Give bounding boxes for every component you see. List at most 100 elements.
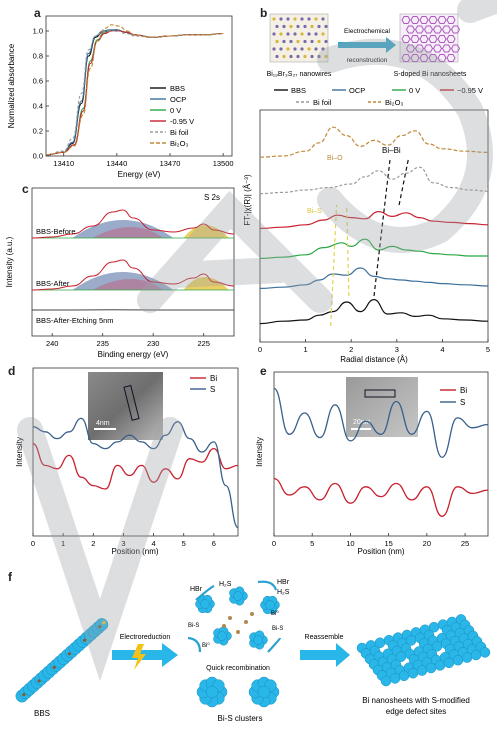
x-tick-label: 225 bbox=[197, 339, 210, 348]
atom bbox=[300, 32, 303, 35]
exafs-chart: Electrochemical reconstruction Bi₁₉Br₃S₂… bbox=[240, 0, 497, 370]
atom bbox=[324, 40, 327, 43]
curved-arrow bbox=[268, 638, 280, 652]
series-line bbox=[260, 268, 488, 288]
x-tick-label: 1 bbox=[304, 345, 308, 354]
bi-nanosheet-illustration bbox=[357, 614, 490, 686]
h2s-label: H₂S bbox=[219, 581, 232, 588]
reassemble-label: Reassemble bbox=[305, 634, 344, 641]
y-axis-label: Intensity bbox=[15, 437, 24, 467]
atom bbox=[303, 40, 306, 43]
atom bbox=[408, 668, 418, 678]
hbr-label: HBr bbox=[277, 579, 290, 586]
trace-label-after: BBS-After bbox=[36, 279, 70, 288]
atom bbox=[321, 17, 324, 20]
atom bbox=[254, 636, 263, 645]
bi-s-label: Bi-S bbox=[188, 623, 199, 629]
x-tick-label: 3 bbox=[395, 345, 399, 354]
arrow-text-1: Electrochemical bbox=[344, 28, 390, 35]
curved-arrow bbox=[188, 638, 200, 652]
atom bbox=[293, 32, 296, 35]
series-line bbox=[260, 167, 488, 193]
legend-label: OCP bbox=[349, 86, 365, 95]
x-tick-label: 13410 bbox=[53, 159, 74, 168]
atom bbox=[279, 47, 282, 50]
clusters-label: Bi-S clusters bbox=[218, 714, 263, 723]
atom bbox=[303, 55, 306, 58]
free-atom bbox=[250, 612, 254, 616]
legend-label: Bi bbox=[460, 386, 467, 395]
series-line bbox=[46, 30, 223, 155]
y-tick-label: 0.2 bbox=[33, 127, 43, 136]
dopant bbox=[98, 625, 101, 628]
mechanism-scheme: BBS Electroreduction HBr H₂S HBr H₂S Bi-… bbox=[0, 560, 497, 726]
atom bbox=[426, 663, 436, 673]
legend-label: 0 V bbox=[409, 86, 420, 95]
free-atom bbox=[244, 620, 248, 624]
legend-label: S bbox=[210, 385, 215, 394]
nanosheet-label-2: edge defect sites bbox=[386, 707, 446, 716]
atom bbox=[293, 17, 296, 20]
x-tick-label: 20 bbox=[423, 539, 431, 548]
atom bbox=[314, 32, 317, 35]
series-line bbox=[274, 479, 488, 517]
atom bbox=[272, 47, 275, 50]
dopant bbox=[102, 621, 106, 625]
atom bbox=[282, 55, 285, 58]
series-line bbox=[33, 444, 238, 489]
atom bbox=[286, 17, 289, 20]
y-tick-label: 0.0 bbox=[33, 152, 43, 161]
x-axis-label: Binding energy (eV) bbox=[98, 350, 169, 359]
atom bbox=[314, 17, 317, 20]
electroreduction-label: Electroreduction bbox=[120, 634, 171, 641]
atom bbox=[381, 676, 391, 686]
atom bbox=[453, 655, 463, 665]
x-tick-label: 2 bbox=[349, 345, 353, 354]
x-tick-label: 10 bbox=[346, 539, 354, 548]
atom bbox=[275, 25, 278, 28]
atom bbox=[279, 32, 282, 35]
series-line bbox=[46, 30, 223, 155]
x-tick-label: 13500 bbox=[213, 159, 234, 168]
y-tick-label: 0.6 bbox=[33, 77, 43, 86]
guide-line bbox=[374, 160, 390, 296]
atom bbox=[317, 40, 320, 43]
h2s-label: H₂S bbox=[277, 589, 290, 596]
electroreduction-arrow bbox=[112, 643, 178, 670]
atom bbox=[300, 17, 303, 20]
trace-label-etching: BBS-After-Etching 5nm bbox=[36, 316, 114, 325]
legend-label: −0.95 V bbox=[457, 86, 483, 95]
panel-label: c bbox=[22, 182, 29, 196]
x-tick-label: 1 bbox=[61, 539, 65, 548]
series-line bbox=[260, 212, 488, 229]
atom bbox=[307, 32, 310, 35]
x-tick-label: 5 bbox=[486, 345, 490, 354]
atom bbox=[317, 55, 320, 58]
nanowire-structure-image bbox=[270, 14, 328, 62]
atom bbox=[321, 47, 324, 50]
atom bbox=[279, 17, 282, 20]
x-tick-label: 0 bbox=[272, 539, 276, 548]
legend-label: Bi foil bbox=[313, 98, 332, 107]
atom bbox=[266, 601, 275, 610]
series-line bbox=[46, 31, 223, 155]
legend-label: BBS bbox=[170, 84, 185, 93]
y-axis-label: Intensity (a.u.) bbox=[5, 236, 14, 287]
atom bbox=[289, 40, 292, 43]
panel-b: b Electrochemical reconstruction Bi₁₉Br₃… bbox=[240, 0, 497, 370]
legend-label: Bi bbox=[210, 374, 217, 383]
atom bbox=[296, 55, 299, 58]
legend-label: Bi₂O₃ bbox=[170, 139, 188, 148]
atom bbox=[282, 25, 285, 28]
atom bbox=[317, 25, 320, 28]
atom bbox=[307, 17, 310, 20]
legend-label: OCP bbox=[170, 95, 186, 104]
bi-s-label: Bi-S bbox=[272, 626, 283, 632]
stem-inset-image bbox=[88, 372, 163, 440]
x-tick-label: 13440 bbox=[106, 159, 127, 168]
